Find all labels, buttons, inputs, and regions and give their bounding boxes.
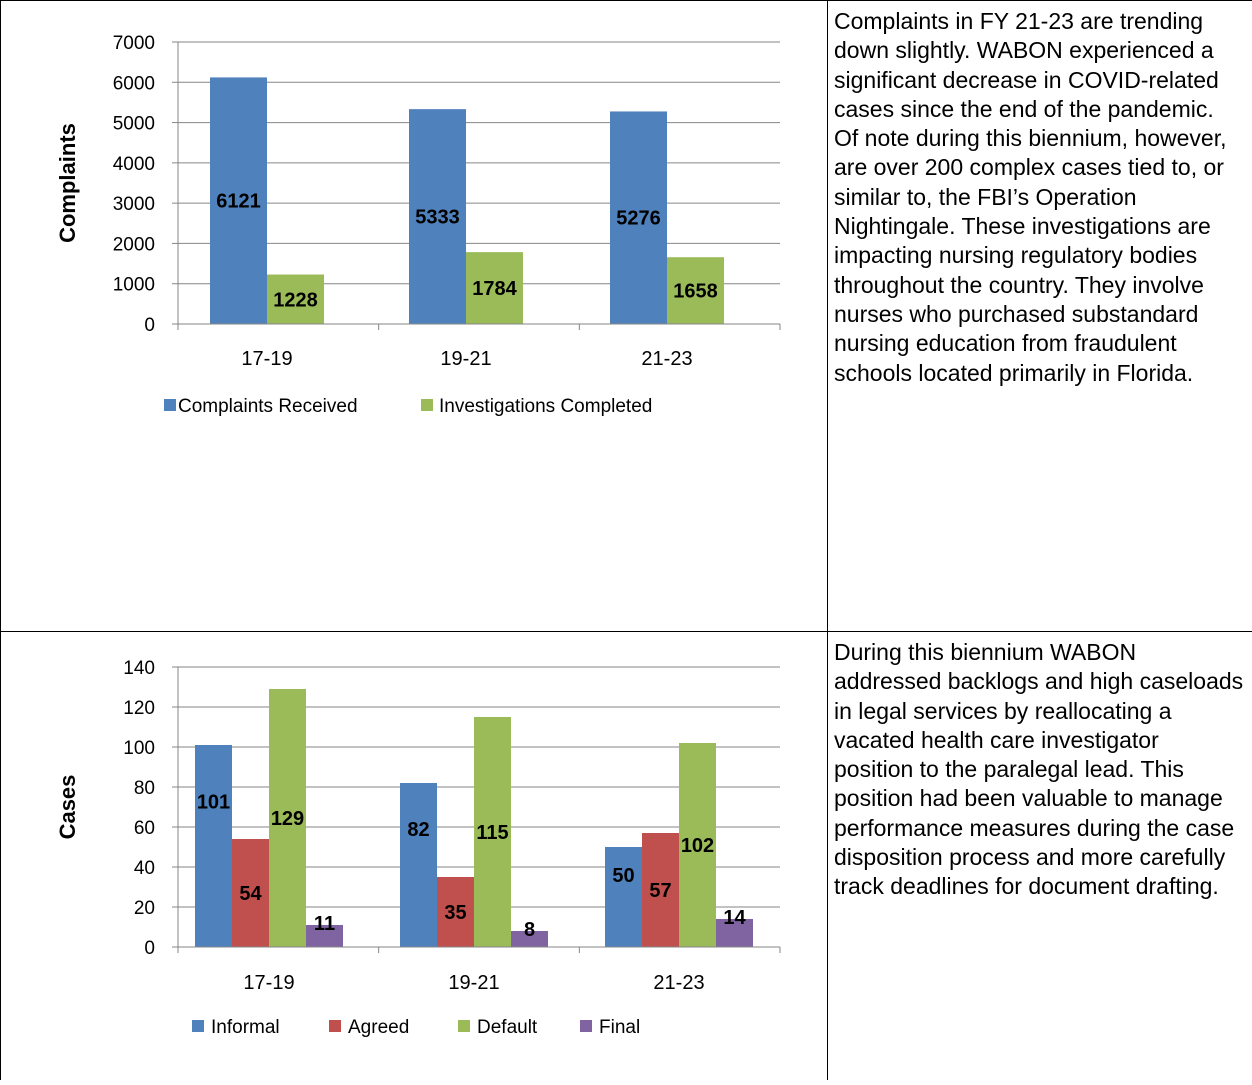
bar-informal <box>400 783 437 947</box>
data-label: 1658 <box>673 281 718 303</box>
legend-label: Informal <box>211 1017 280 1038</box>
legend-swatch <box>164 399 176 411</box>
data-label: 57 <box>649 880 671 902</box>
complaints-chart: 0 1000 2000 3000 4000 5000 6000 7000 6121 1228 533… <box>55 33 781 417</box>
data-label: 14 <box>723 907 746 929</box>
y-tick-label: 140 <box>123 658 155 679</box>
data-label: 5276 <box>616 208 661 230</box>
data-label: 35 <box>444 902 466 924</box>
bar-default <box>474 717 511 947</box>
y-tick-label: 20 <box>134 898 155 919</box>
cases-chart-cell: 0 20 40 60 80 100 120 140 101 54 129 11 82 35 115 8 50 57… <box>0 631 828 1080</box>
data-label: 102 <box>681 835 714 857</box>
bar-agreed <box>232 839 269 947</box>
legend-label: Investigations Completed <box>439 396 652 417</box>
y-axis-label: Complaints <box>55 123 80 243</box>
data-label: 82 <box>407 819 429 841</box>
data-label: 5333 <box>415 207 460 229</box>
cases-note-cell: During this biennium WABON addressed bac… <box>827 631 1252 1080</box>
y-tick-label: 5000 <box>113 114 155 135</box>
cases-note: During this biennium WABON addressed bac… <box>834 639 1244 900</box>
bar-investigations-completed <box>466 252 523 324</box>
y-tick-label: 120 <box>123 698 155 719</box>
y-tick-label: 2000 <box>113 234 155 255</box>
bar-informal <box>195 745 232 947</box>
bar-final <box>306 925 343 947</box>
data-label: 1784 <box>472 278 517 300</box>
data-label: 129 <box>271 808 304 830</box>
bar-complaints-received <box>610 111 667 324</box>
category-label: 17-19 <box>243 972 294 994</box>
y-tick-label: 0 <box>144 315 155 336</box>
bar-agreed <box>642 833 679 947</box>
bar-final <box>716 919 753 947</box>
cases-chart: 0 20 40 60 80 100 120 140 101 54 129 11 82 35 115 8 50 57… <box>55 658 781 1038</box>
y-tick-label: 100 <box>123 738 155 759</box>
data-label: 54 <box>239 883 262 905</box>
legend-swatch <box>329 1020 341 1032</box>
bar-investigations-completed <box>267 274 324 324</box>
y-tick-label: 40 <box>134 858 155 879</box>
complaints-chart-cell: 0 1000 2000 3000 4000 5000 6000 7000 6121 1228 533… <box>0 0 828 631</box>
y-tick-label: 3000 <box>113 194 155 215</box>
bar-complaints-received <box>210 77 267 325</box>
data-label: 8 <box>524 919 535 941</box>
legend-swatch <box>192 1020 204 1032</box>
bar-final <box>511 931 548 947</box>
y-tick-label: 4000 <box>113 154 155 175</box>
data-label: 11 <box>314 913 335 935</box>
legend-label: Complaints Received <box>178 396 358 417</box>
bar-agreed <box>437 877 474 947</box>
complaints-note-cell: Complaints in FY 21-23 are trending down… <box>827 0 1252 631</box>
legend-swatch <box>458 1020 470 1032</box>
category-label: 19-21 <box>448 972 499 994</box>
category-label: 21-23 <box>641 348 692 370</box>
legend-label: Final <box>599 1017 640 1038</box>
data-label: 1228 <box>273 289 318 311</box>
bar-default <box>269 689 306 947</box>
data-label: 115 <box>476 822 508 844</box>
bar-investigations-completed <box>667 257 724 324</box>
legend-swatch <box>580 1020 592 1032</box>
y-tick-label: 80 <box>134 778 155 799</box>
y-tick-label: 60 <box>134 818 155 839</box>
data-label: 6121 <box>216 191 261 213</box>
bar-default <box>679 743 716 947</box>
y-tick-label: 1000 <box>113 275 155 296</box>
bar-informal <box>605 847 642 947</box>
y-tick-label: 0 <box>144 938 155 959</box>
y-tick-label: 7000 <box>113 33 155 54</box>
complaints-note: Complaints in FY 21-23 are trending down… <box>834 8 1227 386</box>
category-label: 21-23 <box>653 972 704 994</box>
data-label: 101 <box>197 792 230 814</box>
category-label: 17-19 <box>241 348 292 370</box>
y-tick-label: 6000 <box>113 73 155 94</box>
legend-label: Default <box>477 1017 538 1038</box>
legend-swatch <box>421 399 433 411</box>
data-label: 50 <box>612 865 634 887</box>
bar-complaints-received <box>409 109 466 325</box>
y-axis-label: Cases <box>55 775 80 840</box>
category-label: 19-21 <box>440 348 491 370</box>
legend-label: Agreed <box>348 1017 409 1038</box>
